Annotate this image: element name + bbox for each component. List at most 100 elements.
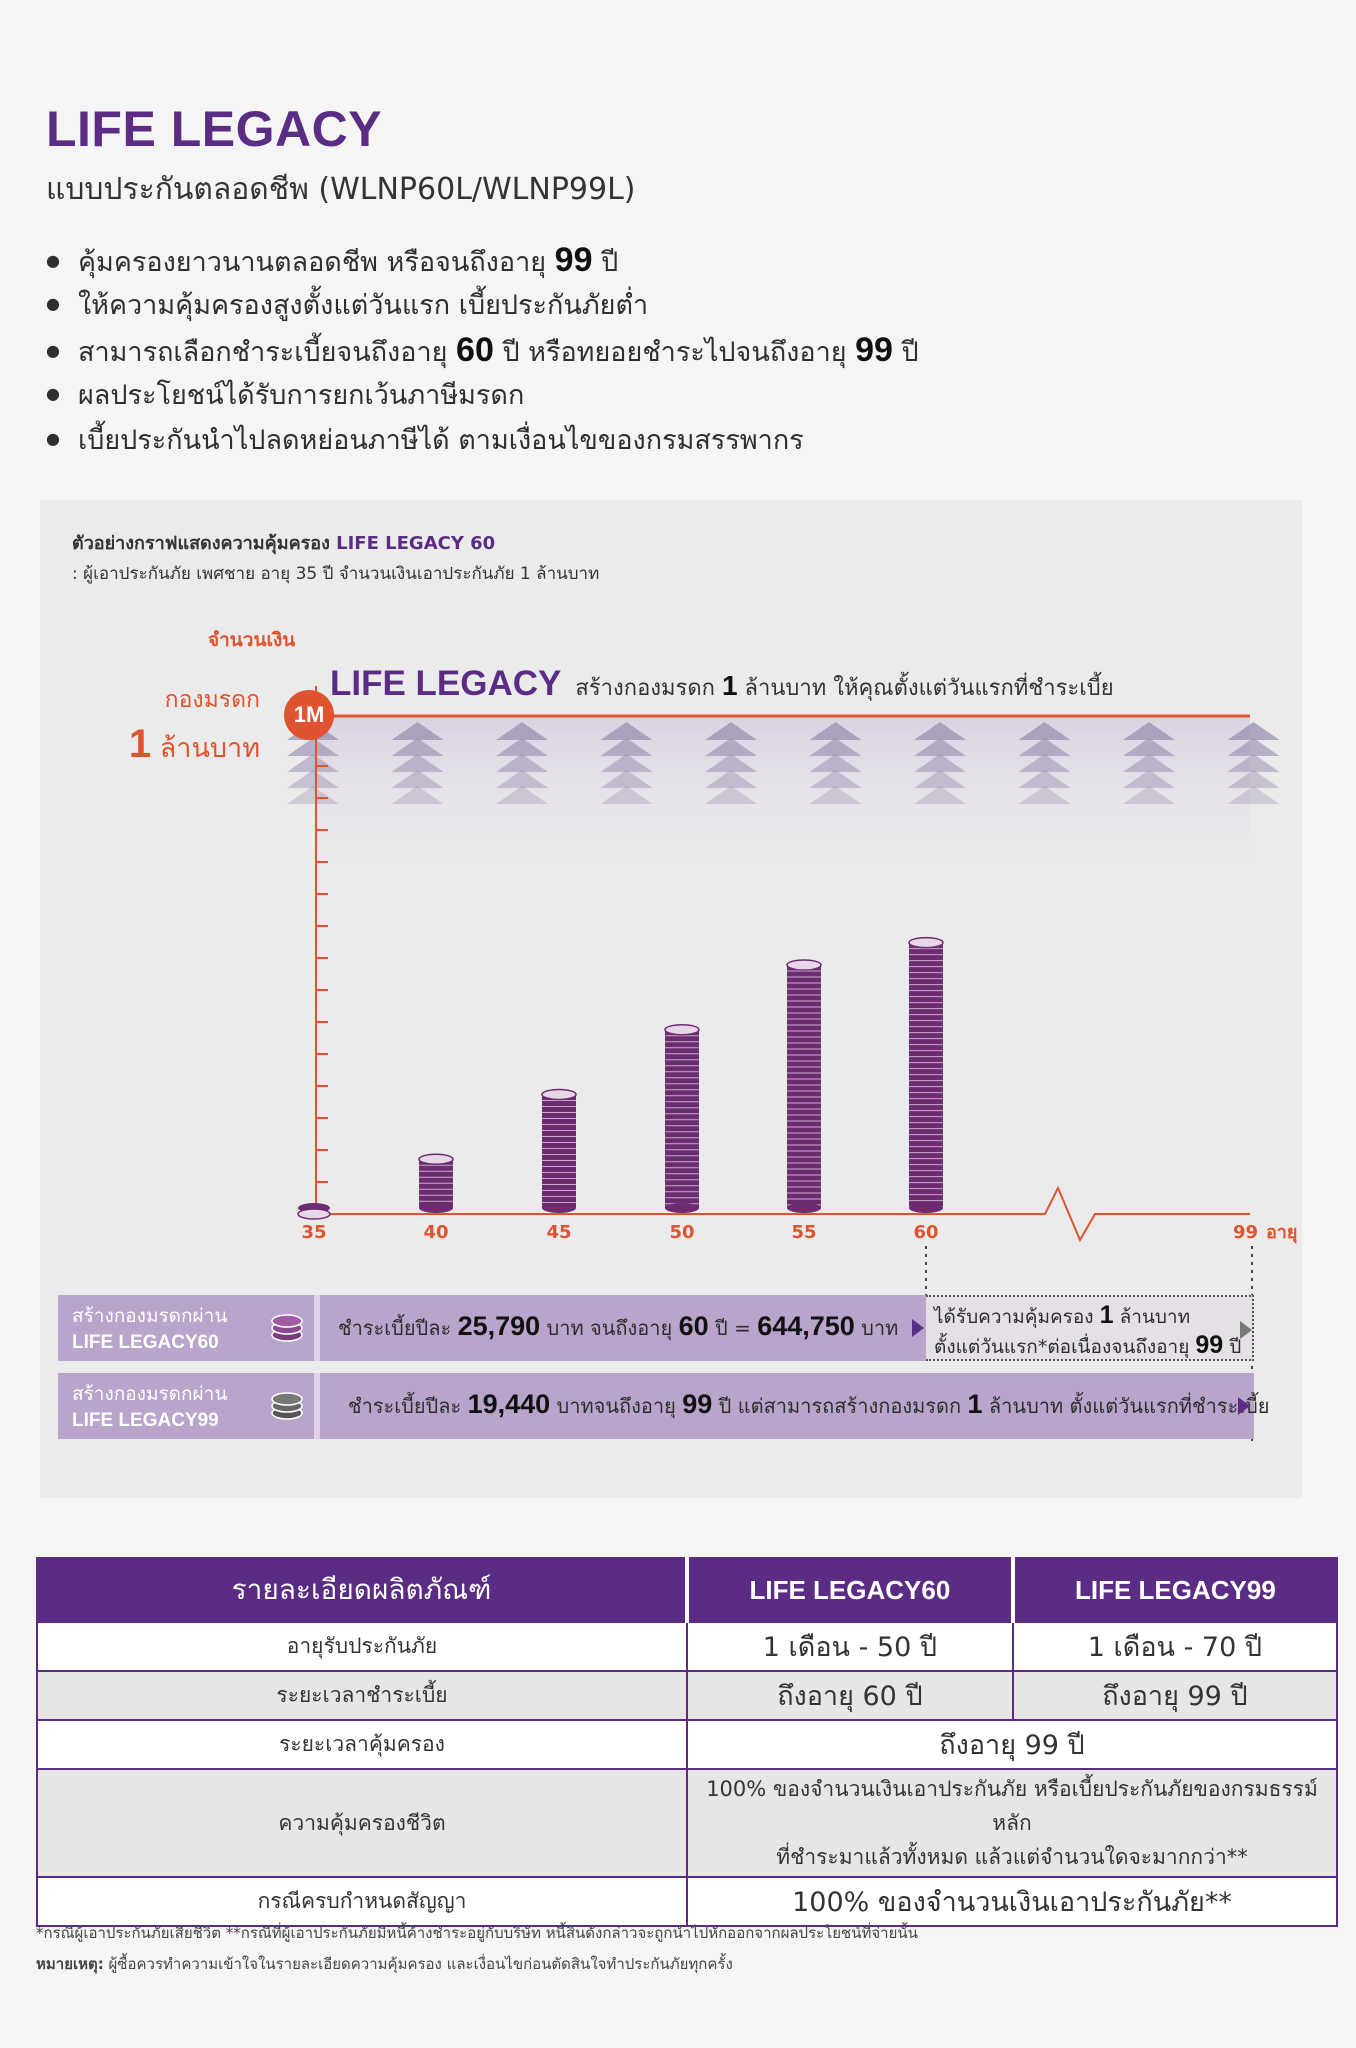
x-tick-label: 40 [423,1222,448,1243]
table-cell: ถึงอายุ 60 ปี [686,1670,1014,1721]
y-axis-label: จำนวนเงิน [208,629,296,651]
bar [786,959,822,1213]
coverage-arrow-icon [1018,786,1071,804]
coverage-arrow-icon [914,738,966,756]
table-cell: 1 เดือน - 70 ปี [1011,1621,1339,1672]
coverage-arrow-icon [1123,722,1175,740]
coverage-arrow-icon [809,738,862,756]
coverage-arrow-icon [1123,754,1175,772]
coin-top [786,959,822,971]
coverage-arrow-icon [914,770,966,788]
coverage-arrow-icon [600,786,653,804]
coverage-arrow-icon [287,770,339,788]
bar [418,1153,454,1213]
coverage-arrow-icon [1018,754,1071,772]
coverage-arrow-icon [1227,722,1280,740]
coverage-arrow-icon [1227,738,1280,756]
benefit-item: สามารถเลือกชำระเบี้ยจนถึงอายุ 60 ปี หรือ… [46,328,919,373]
row-label: ระยะเวลาชำระเบี้ย [36,1670,688,1721]
coverage-arrow-icon [1123,786,1175,804]
coverage-arrow-icon [496,754,548,772]
benefit-list: คุ้มครองยาวนานตลอดชีพ หรือจนถึงอายุ 99 ป… [46,238,919,463]
table-header: รายละเอียดผลิตภัณฑ์ [36,1557,688,1623]
coverage-arrow-icon [600,738,653,756]
coverage-fade [316,716,1250,906]
bar-series [297,936,944,1220]
bar-body [909,942,943,1208]
coverage-arrow-icon [1123,738,1175,756]
coverage-arrow-icon [1018,770,1071,788]
product-subtitle: แบบประกันตลอดชีพ (WLNP60L/WLNP99L) [46,172,636,207]
coin-top [908,936,944,949]
band-plan-label: สร้างกองมรดกผ่าน LIFE LEGACY99 [72,1383,228,1431]
coverage-value-label: กองมรดก 1 ล้านบาท [128,687,260,766]
coin-base [419,1203,453,1213]
product-title: LIFE LEGACY [46,101,383,157]
row-label: ความคุ้มครองชีวิต [36,1768,688,1878]
band-payment-text: ชำระเบี้ยปีละ 25,790 บาท จนถึงอายุ 60 ปี… [338,1311,899,1341]
table-cell: 100% ของจำนวนเงินเอาประกันภัย** [686,1876,1338,1927]
bar-body [787,965,821,1208]
plan-band-legacy99: สร้างกองมรดกผ่าน LIFE LEGACY99 ชำระเบี้ย… [58,1373,1270,1439]
coin-top [418,1153,454,1165]
table-cell: ถึงอายุ 99 ปี [1011,1670,1339,1721]
chart-caption: ตัวอย่างกราฟแสดงความคุ้มครอง LIFE LEGACY… [72,533,496,554]
coverage-arrow-icon [496,738,548,756]
chart-headline: LIFE LEGACY สร้างกองมรดก 1 ล้านบาท ให้คุณ… [330,664,1114,703]
coverage-arrow-icon [705,770,757,788]
coin-stack-icon [271,1392,303,1420]
bar [297,1203,331,1220]
coin-base [665,1203,699,1213]
coin-stack-icon [271,1314,303,1342]
coverage-arrow-icon [391,786,444,804]
coverage-arrow-icon [287,754,339,772]
coverage-arrow-icon [391,722,444,740]
coverage-arrow-icon [1227,786,1280,804]
x-tick-label: 45 [546,1222,571,1243]
coin-base [909,1203,943,1213]
play-arrow-icon [912,1319,924,1337]
benefit-item: เบี้ยประกันนำไปลดหย่อนภาษีได้ ตามเงื่อนไ… [46,418,919,463]
table-cell: ถึงอายุ 99 ปี [686,1719,1338,1770]
band-plan-label: สร้างกองมรดกผ่าน LIFE LEGACY60 [72,1305,228,1353]
table-header: LIFE LEGACY60 [685,1557,1014,1623]
coin-top [297,1208,331,1220]
x-tick-label: 50 [669,1222,694,1243]
x-tick-labels: 35 40 45 50 55 60 99 อายุ [301,1222,1297,1244]
row-label: อายุรับประกันภัย [36,1621,688,1672]
coverage-arrow-icon [496,722,548,740]
table-cell: 1 เดือน - 50 ปี [686,1621,1014,1672]
coverage-arrow-icon [600,722,653,740]
coverage-arrow-icon [705,754,757,772]
bar [541,1088,577,1213]
coverage-arrow-icon [391,754,444,772]
coverage-arrow-icon [705,738,757,756]
benefit-item: ผลประโยชน์ได้รับการยกเว้นภาษีมรดก [46,373,919,418]
x-tick-label: 60 [913,1222,938,1243]
coverage-arrow-icon [391,770,444,788]
plan-band-legacy60: สร้างกองมรดกผ่าน LIFE LEGACY60 ชำระเบี้ย… [58,1295,926,1361]
table-row: อายุรับประกันภัย 1 เดือน - 50 ปี 1 เดือน… [36,1621,1339,1672]
product-spec-table: รายละเอียดผลิตภัณฑ์ LIFE LEGACY60 LIFE L… [36,1557,1339,1927]
coin-base [542,1203,576,1213]
x-axis [316,1185,1250,1243]
coin-top [664,1023,700,1036]
coverage-arrow-icon [1018,738,1071,756]
benefit-item: ให้ความคุ้มครองสูงตั้งแต่วันแรก เบี้ยประ… [46,283,919,328]
coverage-arrow-icon [496,770,548,788]
x-tick-label: 35 [301,1222,326,1243]
disclaimer-note: หมายเหตุ: ผู้ซื้อควรทำความเข้าใจในรายละเ… [36,1955,733,1973]
coverage-arrow-icon [496,786,548,804]
band-payment-text: ชำระเบี้ยปีละ 19,440 บาทจนถึงอายุ 99 ปี … [348,1389,1270,1419]
table-header-row: รายละเอียดผลิตภัณฑ์ LIFE LEGACY60 LIFE L… [36,1557,1339,1623]
play-arrow-icon [1240,1321,1252,1339]
coverage-arrow-icon [809,722,862,740]
coverage-arrow-icon [809,754,862,772]
coverage-arrow-icon [1227,770,1280,788]
bar [908,936,944,1213]
table-cell: 100% ของจำนวนเงินเอาประกันภัย หรือเบี้ยป… [686,1768,1338,1878]
table-row: กรณีครบกำหนดสัญญา 100% ของจำนวนเงินเอาปร… [36,1876,1338,1927]
coverage-arrow-icon [391,738,444,756]
bar [664,1023,700,1213]
coverage-arrow-icon [705,722,757,740]
